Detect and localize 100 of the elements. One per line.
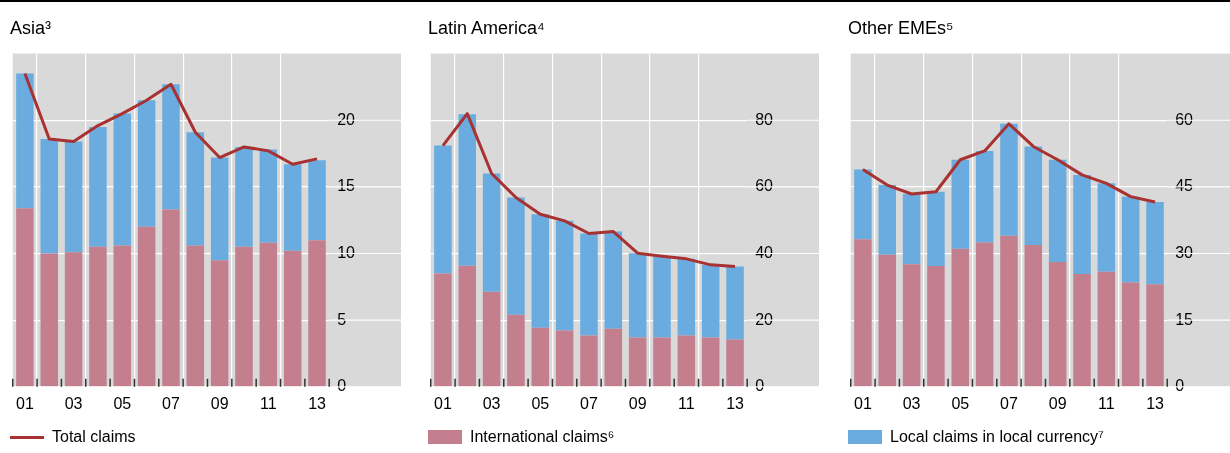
bar — [1146, 284, 1164, 387]
bar — [854, 239, 872, 387]
bar — [259, 149, 278, 243]
bar — [259, 242, 278, 387]
bar — [1048, 261, 1067, 387]
bar — [482, 291, 501, 387]
bar — [677, 258, 696, 336]
bar — [653, 337, 671, 387]
bar — [113, 113, 132, 246]
bar — [604, 231, 623, 329]
x-tick-label: 01 — [434, 394, 452, 412]
x-tick-label: 07 — [1000, 394, 1018, 412]
bar — [210, 157, 229, 261]
bar — [854, 169, 872, 240]
bar — [434, 145, 452, 274]
bar — [726, 339, 744, 387]
legend-label: Total claims — [52, 428, 136, 446]
x-tick-label: 09 — [210, 394, 229, 412]
bar — [89, 246, 107, 387]
y-tick-label: 30 — [1175, 243, 1194, 261]
y-tick-label: 15 — [1175, 310, 1194, 328]
bar — [89, 126, 107, 247]
bar — [458, 114, 477, 266]
x-tick-label: 01 — [854, 394, 872, 412]
x-tick-label: 05 — [951, 394, 970, 412]
bar — [507, 314, 525, 387]
bar — [210, 260, 229, 387]
bar — [1048, 159, 1067, 262]
bar — [1073, 273, 1091, 387]
x-tick-label: 13 — [726, 394, 745, 412]
chart-title: Other EMEs⁵ — [848, 18, 954, 39]
bar — [1146, 201, 1164, 285]
bar — [604, 328, 623, 387]
x-tick-label: 09 — [628, 394, 647, 412]
x-tick-label: 07 — [162, 394, 180, 412]
bar — [878, 254, 897, 387]
y-tick-label: 0 — [1175, 377, 1185, 395]
x-tick-label: 03 — [902, 394, 921, 412]
x-tick-label: 03 — [482, 394, 501, 412]
bar — [1097, 271, 1116, 387]
y-tick-label: 0 — [337, 377, 347, 395]
bar — [531, 327, 550, 387]
bar — [458, 265, 477, 387]
y-tick-label: 0 — [755, 377, 765, 395]
bar — [137, 100, 156, 227]
legend-label: Local claims in local currency⁷ — [890, 428, 1104, 446]
bar — [235, 246, 253, 387]
x-tick-label: 01 — [16, 394, 34, 412]
bar — [927, 191, 945, 266]
bar — [726, 266, 744, 340]
y-tick-label: 20 — [755, 310, 774, 328]
bar — [628, 337, 647, 387]
bar — [64, 141, 83, 253]
y-tick-label: 20 — [337, 110, 356, 128]
x-tick-label: 05 — [113, 394, 132, 412]
bar — [1073, 174, 1091, 274]
bar — [137, 226, 156, 387]
bar — [64, 252, 83, 387]
bar — [975, 242, 994, 387]
y-tick-label: 15 — [337, 177, 356, 195]
x-tick-label: 13 — [308, 394, 327, 412]
bar — [235, 146, 253, 247]
x-tick-label: 11 — [260, 394, 277, 412]
bar — [283, 164, 302, 251]
x-tick-label: 03 — [64, 394, 83, 412]
x-tick-label: 11 — [678, 394, 695, 412]
bar — [927, 265, 945, 387]
bar — [283, 250, 302, 387]
bar — [902, 264, 921, 387]
x-tick-label: 07 — [580, 394, 598, 412]
y-tick-label: 60 — [755, 177, 774, 195]
y-tick-label: 60 — [1175, 110, 1194, 128]
bar — [162, 209, 180, 387]
legend-label: International claims⁶ — [470, 428, 615, 446]
bar — [580, 335, 598, 387]
bar — [951, 159, 970, 249]
bar — [1097, 183, 1116, 272]
bar — [975, 150, 994, 243]
bar — [16, 208, 34, 387]
bar — [555, 330, 574, 387]
bar — [434, 273, 452, 387]
y-tick-label: 45 — [1175, 177, 1194, 195]
bar — [902, 193, 921, 265]
x-tick-label: 11 — [1098, 394, 1115, 412]
bar — [628, 253, 647, 338]
bar — [1000, 235, 1018, 387]
bar — [40, 253, 59, 387]
x-tick-label: 09 — [1048, 394, 1067, 412]
bar — [1024, 146, 1043, 246]
bar — [507, 197, 525, 315]
chart-title: Latin America⁴ — [428, 18, 545, 39]
bar — [878, 185, 897, 255]
bar — [1121, 282, 1140, 387]
bar — [113, 245, 132, 387]
bar — [1121, 196, 1140, 283]
bar — [186, 245, 205, 387]
x-tick-label: 05 — [531, 394, 550, 412]
bar — [951, 248, 970, 387]
chart-title: Asia³ — [10, 18, 52, 39]
bar — [308, 160, 326, 241]
